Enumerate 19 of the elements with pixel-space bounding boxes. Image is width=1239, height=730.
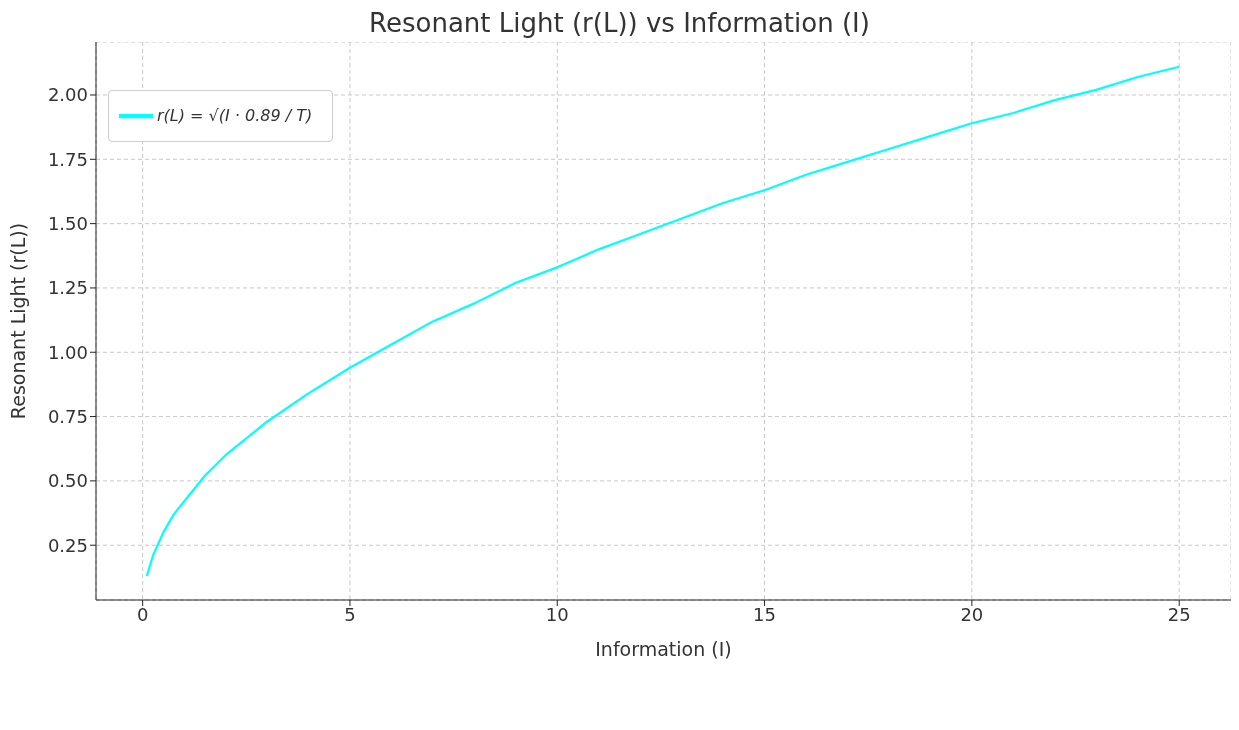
x-tick-label: 25 bbox=[1167, 603, 1191, 625]
y-tick-label: 1.75 bbox=[47, 148, 88, 170]
x-tick-label: 20 bbox=[960, 603, 984, 625]
y-tick-label: 1.25 bbox=[47, 277, 88, 299]
y-tick-label: 0.50 bbox=[47, 470, 88, 492]
x-tick-label: 0 bbox=[136, 603, 149, 625]
chart-title: Resonant Light (r(L)) vs Information (I) bbox=[368, 8, 871, 40]
y-axis-title: Resonant Light (r(L)) bbox=[6, 222, 29, 420]
legend-label: r(L) = √(I · 0.89 / T) bbox=[157, 105, 313, 125]
line-series bbox=[145, 65, 1181, 578]
x-tick-label: 10 bbox=[545, 603, 569, 625]
y-tick-label: 1.50 bbox=[47, 213, 88, 235]
x-tick-label: 5 bbox=[344, 603, 356, 625]
y-tick-label: 2.00 bbox=[47, 84, 88, 106]
x-axis-title: Information (I) bbox=[595, 638, 732, 660]
x-tick-label: 15 bbox=[753, 603, 777, 625]
y-tick-label: 0.75 bbox=[47, 405, 88, 427]
y-tick-label: 1.00 bbox=[47, 341, 88, 363]
y-tick-label: 0.25 bbox=[47, 534, 88, 556]
